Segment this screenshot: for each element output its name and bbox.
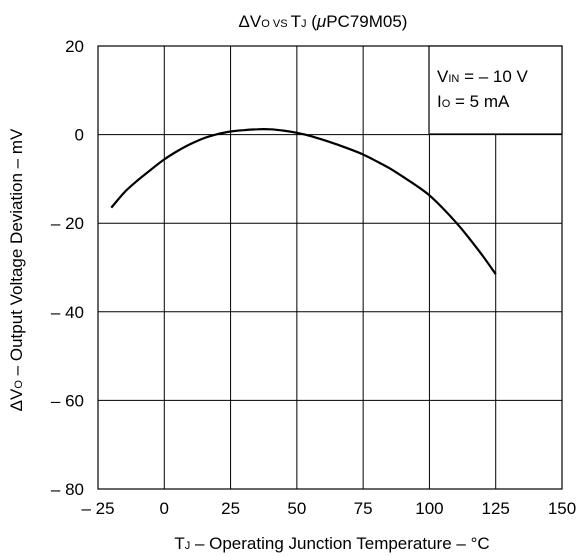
- y-tick-label: 0: [75, 126, 84, 145]
- y-tick-label: – 60: [51, 391, 84, 410]
- x-tick-label: 50: [287, 499, 306, 518]
- x-tick-labels: – 25 0 25 50 75 100 125 150: [81, 499, 576, 518]
- x-tick-label: 0: [160, 499, 169, 518]
- y-tick-label: 20: [65, 37, 84, 56]
- y-tick-label: – 40: [51, 303, 84, 322]
- y-tick-label: – 80: [51, 480, 84, 499]
- condition-box-frame: [428, 45, 563, 135]
- plot-frame: [97, 45, 563, 490]
- chart-title: ΔVO VS TJ (μPC79M05): [239, 12, 408, 31]
- condition-io: IO = 5 mA: [437, 92, 510, 111]
- x-tick-label: 125: [482, 499, 510, 518]
- x-tick-label: 100: [415, 499, 443, 518]
- y-tick-labels: 20 0 – 20 – 40 – 60 – 80: [51, 37, 84, 499]
- condition-box: VIN = – 10 V IO = 5 mA: [428, 45, 563, 135]
- y-tick-label: – 20: [51, 214, 84, 233]
- y-axis-label: ΔVO – Output Voltage Deviation – mV: [7, 128, 26, 411]
- x-tick-label: – 25: [81, 499, 114, 518]
- x-axis-label: TJ – Operating Junction Temperature – °C: [174, 534, 489, 553]
- condition-vin: VIN = – 10 V: [437, 67, 529, 86]
- x-tick-label: 150: [548, 499, 576, 518]
- series-line: [110, 128, 497, 275]
- x-tick-label: 25: [221, 499, 240, 518]
- x-tick-label: 75: [354, 499, 373, 518]
